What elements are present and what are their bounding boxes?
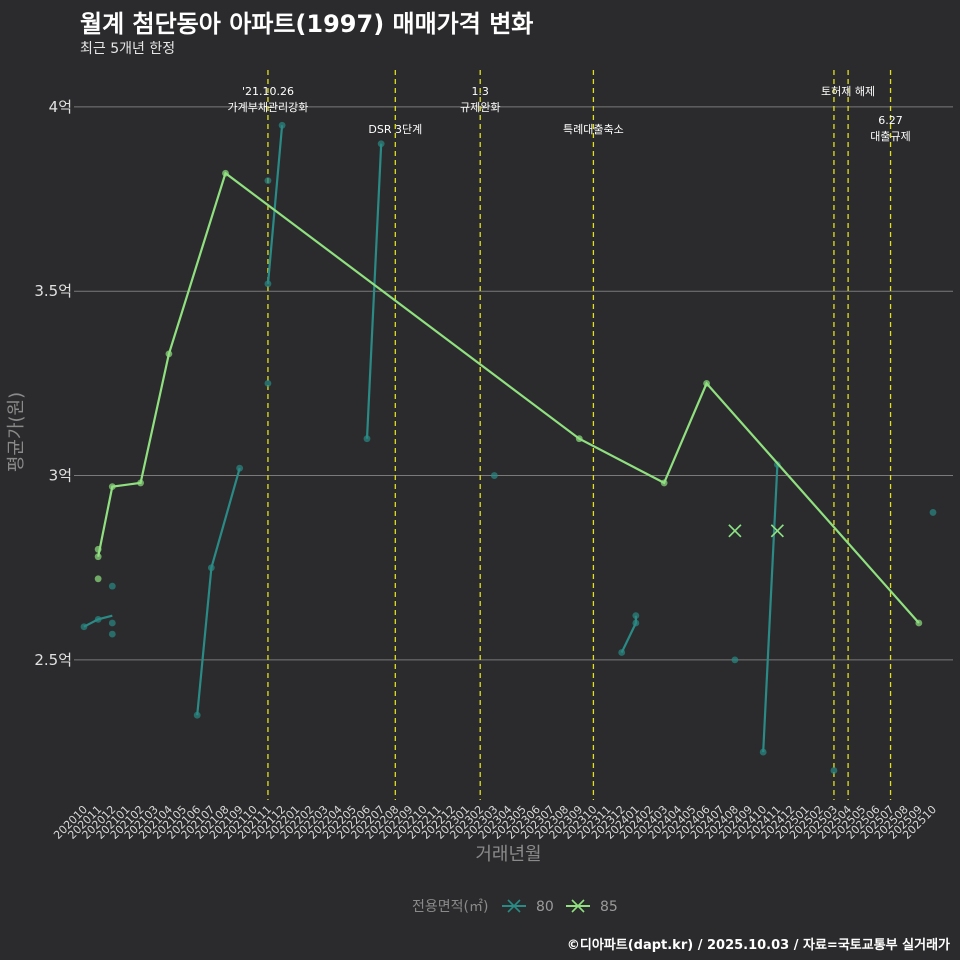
event-label: 대출규제: [870, 130, 910, 143]
event-label: 1.3: [471, 85, 489, 98]
series-80-point: [264, 379, 272, 387]
y-tick-label: 2.5억: [34, 651, 72, 669]
series-85-point: [165, 350, 173, 358]
event-label: 규제완화: [460, 101, 500, 114]
chart-subtitle: 최근 5개년 한정: [80, 41, 176, 57]
series-80-point: [108, 582, 116, 590]
series-80-point: [759, 748, 767, 756]
series-85-cross: [770, 524, 784, 538]
series-80-point: [929, 509, 937, 516]
event-label: 특례대출축소: [563, 123, 624, 136]
series-80-point: [80, 623, 88, 631]
y-tick-label: 3.5억: [34, 282, 72, 300]
event-label: 가계부채관리강화: [227, 101, 308, 114]
series-80-line: [365, 143, 383, 439]
series-85-point: [222, 169, 229, 177]
legend-title: 전용면적(㎡): [412, 899, 488, 915]
series-85-line: [97, 171, 920, 624]
series-80-point: [618, 649, 626, 656]
series-85-point: [137, 479, 145, 487]
legend-label-85: 85: [600, 899, 618, 915]
series-80-point: [377, 140, 385, 148]
series-85-cross: [728, 524, 742, 538]
series-85-point: [915, 619, 923, 627]
legend-key-cross-85: [571, 899, 585, 913]
series-85-point: [660, 479, 668, 487]
event-label: '21.10.26: [242, 85, 294, 98]
series-85-point: [575, 435, 583, 443]
series-80-point: [264, 280, 272, 288]
y-tick-label: 3억: [49, 467, 72, 485]
series-80-line: [266, 125, 284, 284]
series-85-point: [94, 553, 102, 561]
y-axis-title: 평균가(원): [6, 392, 27, 472]
series-80-point: [94, 615, 102, 623]
series-80-line: [196, 467, 241, 716]
series-80-point: [264, 177, 272, 185]
series-80-point: [830, 767, 838, 774]
series-80-point: [632, 619, 640, 627]
source-caption: ©디아파트(dapt.kr) / 2025.10.03 / 자료=국토교통부 실…: [566, 938, 950, 953]
event-label: 6.27: [878, 114, 903, 127]
legend-key-cross-80: [507, 899, 521, 913]
series-80-point: [207, 564, 215, 572]
series-85-point: [703, 379, 710, 387]
series-85-point: [94, 545, 102, 553]
series-85-point: [108, 483, 116, 491]
series-80-point: [108, 619, 116, 627]
legend-label-80: 80: [536, 899, 554, 915]
series-80-point: [278, 121, 286, 129]
series-80-point: [236, 464, 244, 472]
series-80-point: [108, 630, 116, 638]
event-label: 토허제 해제: [821, 84, 875, 98]
y-tick-label: 4억: [49, 98, 72, 116]
series-80-point: [363, 435, 371, 443]
event-label: DSR 3단계: [368, 123, 422, 136]
chart-title: 월계 첨단동아 아파트(1997) 매매가격 변화: [80, 10, 534, 38]
series-80-point: [193, 711, 201, 719]
series-85-point: [94, 575, 102, 583]
series-80-point: [632, 612, 640, 620]
x-axis-title: 거래년월: [475, 844, 541, 865]
series-80-point: [490, 472, 498, 479]
series-80-point: [731, 656, 739, 664]
series-80-line: [762, 464, 779, 753]
